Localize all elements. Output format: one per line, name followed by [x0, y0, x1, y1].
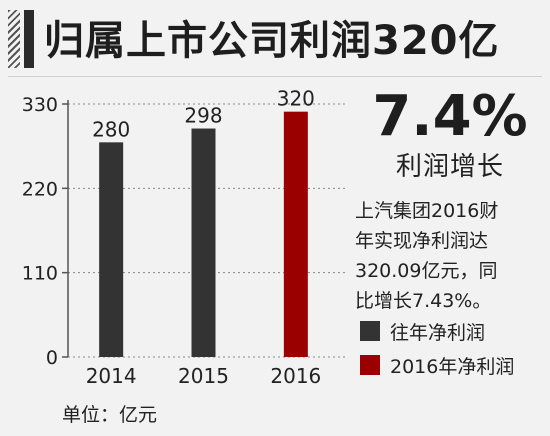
growth-percent: 7.4%: [372, 84, 528, 149]
x-tick-label-2015: 2015: [178, 364, 229, 388]
header: 归属上市公司利润320亿: [0, 0, 550, 78]
y-tick-label: 330: [22, 94, 58, 116]
bar-label-2016: 320: [277, 87, 315, 111]
y-tick-label: 110: [22, 263, 58, 285]
legend-label-2016: 2016年净利润: [390, 355, 515, 378]
title-bar-decoration: [24, 10, 34, 68]
header-divider: [8, 76, 542, 77]
bar-2015: [191, 128, 216, 357]
legend-swatch-2016: [360, 355, 380, 375]
x-tick-label-2016: 2016: [270, 364, 321, 388]
bar-label-2015: 298: [184, 104, 222, 128]
growth-label: 利润增长: [395, 152, 504, 182]
y-tick-label: 0: [46, 347, 58, 369]
legend-item-past: 往年净利润: [360, 314, 546, 348]
bars: [99, 111, 308, 358]
hatch-decoration: [8, 10, 20, 68]
legend-item-2016: 2016年净利润: [360, 348, 546, 382]
bar-2016: [283, 111, 308, 358]
legend-label-past: 往年净利润: [390, 321, 486, 344]
summary-note: 上汽集团2016财 年实现净利润达 320.09亿元，同 比增长7.43%。: [355, 200, 499, 312]
y-axis: 0 110 220 330: [22, 94, 69, 369]
legend-swatch-past: [360, 321, 380, 341]
bar-chart: 0 110 220 330 280 298 320 2014 2015 2016: [22, 87, 345, 388]
y-tick-label: 220: [22, 178, 58, 200]
bar-2014: [99, 142, 124, 357]
legend: 往年净利润 2016年净利润: [360, 314, 546, 382]
unit-label: 单位：亿元: [62, 404, 158, 426]
bar-label-2014: 280: [92, 117, 130, 141]
bar-value-labels: 280 298 320: [92, 87, 315, 142]
page-title: 归属上市公司利润320亿: [44, 18, 500, 64]
x-axis-ticks: 2014 2015 2016: [86, 364, 322, 388]
x-tick-label-2014: 2014: [86, 364, 137, 388]
